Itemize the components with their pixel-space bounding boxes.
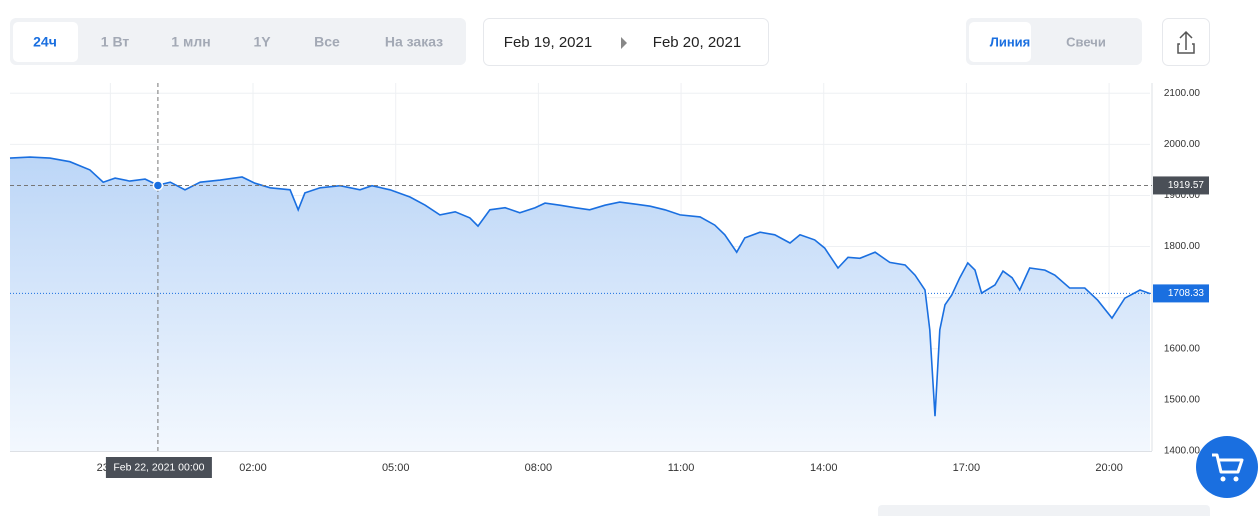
crosshair-time-badge — [105, 457, 212, 478]
y-tick-label: 1600.00 — [1164, 343, 1201, 354]
share-icon — [1177, 30, 1195, 54]
x-tick-label: 17:00 — [953, 462, 981, 474]
cart-wheel — [1220, 476, 1226, 482]
cart-button[interactable] — [1196, 436, 1258, 498]
y-tick-label: 1500.00 — [1164, 395, 1201, 406]
y-tick-label: 1900.00 — [1164, 190, 1201, 201]
x-tick-label: 20:00 — [1095, 462, 1123, 474]
active-tab[interactable] — [13, 22, 78, 62]
crosshair-dot — [152, 180, 164, 191]
range-tab[interactable]: 1 Вт — [101, 34, 130, 50]
active-mode[interactable] — [969, 22, 1031, 62]
y-tick-label: 2000.00 — [1164, 139, 1201, 150]
last-price-label: 1708.33 — [1168, 288, 1205, 299]
y-tick-label: 1800.00 — [1164, 241, 1201, 252]
price-line — [9, 156, 1151, 417]
x-tick-label: 05:00 — [382, 462, 410, 474]
mode[interactable]: Линия — [990, 34, 1031, 49]
arrow — [621, 37, 627, 49]
panel-edge — [878, 505, 1210, 519]
range-tab[interactable]: 1Y — [253, 34, 271, 50]
x-tick-label: 02:00 — [239, 462, 267, 474]
cart-wheel — [1233, 476, 1239, 482]
y-tick-label: 2100.00 — [1164, 88, 1201, 99]
last-price-badge — [1153, 284, 1209, 303]
y-tick-label: 1400.00 — [1164, 446, 1201, 457]
range-tab[interactable]: 24ч — [33, 34, 57, 50]
x-tick-label: 08:00 — [525, 462, 553, 474]
crosshair-value-badge — [1153, 176, 1209, 195]
crosshair-time-label: Feb 22, 2021 00:00 — [113, 461, 204, 473]
plot: 1400.001500.001600.001700.001800.001900.… — [9, 83, 1209, 478]
mode[interactable]: Свечи — [1066, 34, 1106, 49]
range-tabs — [10, 18, 466, 65]
date-from[interactable]: Feb 19, 2021 — [504, 34, 592, 51]
date-to[interactable]: Feb 20, 2021 — [653, 34, 741, 51]
x-tick-label: 11:00 — [668, 462, 695, 474]
crosshair-value-label: 1919.57 — [1168, 180, 1205, 191]
range-tab[interactable]: 1 млн — [171, 34, 210, 50]
area — [10, 157, 1150, 451]
range-tab[interactable]: На заказ — [385, 34, 443, 50]
cart-icon — [1212, 453, 1244, 474]
range-tab[interactable]: Все — [314, 34, 340, 50]
x-tick-label: 14:00 — [810, 462, 838, 474]
